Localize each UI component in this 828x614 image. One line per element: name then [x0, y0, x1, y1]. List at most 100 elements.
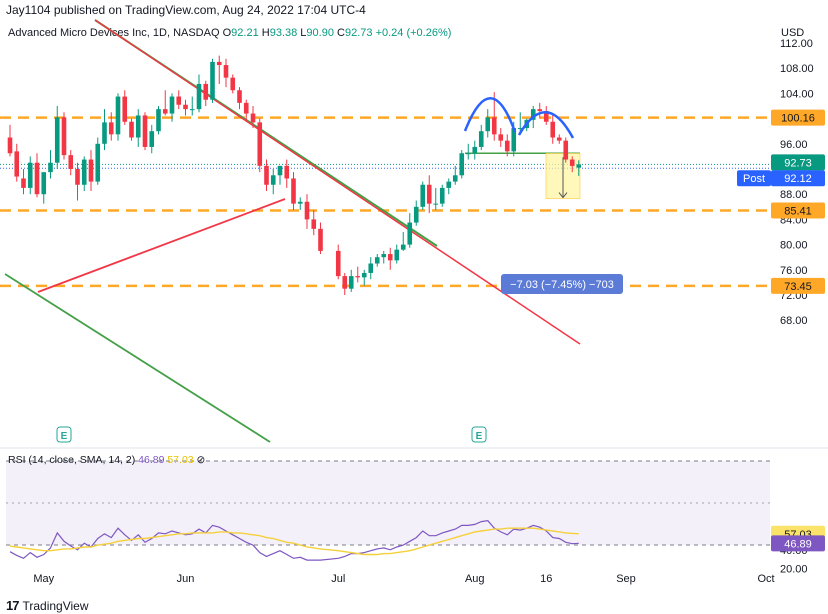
candle-body	[81, 159, 87, 185]
price-tick-label: 112.00	[780, 38, 813, 50]
price-tick-label: 76.00	[780, 265, 808, 277]
candle-body	[108, 122, 114, 135]
pattern-arc-right	[517, 111, 575, 139]
ohlc-low: L90.90	[300, 27, 334, 39]
candle-body	[348, 276, 354, 289]
rsi-series-sma	[9, 527, 579, 556]
candle-body	[95, 143, 101, 182]
candle-body	[311, 219, 317, 229]
candle-body	[162, 109, 168, 114]
candle-body	[14, 151, 20, 177]
earnings-marker-label: E	[61, 431, 68, 442]
candle-body	[335, 250, 341, 277]
visibility-icon[interactable]: ⊘	[196, 454, 206, 466]
candle-body	[563, 140, 569, 160]
time-tick-label: Jul	[331, 573, 345, 585]
candle-body	[459, 153, 465, 176]
candle-body	[433, 203, 439, 205]
ohlc-change: +0.24 (+0.26%)	[375, 27, 452, 39]
ohlc-high: H93.38	[261, 27, 298, 39]
time-tick-label: Oct	[757, 573, 774, 585]
candle-body	[304, 201, 310, 220]
level-tag-high-bg	[771, 109, 825, 126]
candle-body	[169, 96, 175, 114]
candle-body	[504, 140, 510, 152]
candle-body	[394, 249, 400, 261]
level-tag-low: 85.41	[784, 206, 812, 218]
candle-body	[75, 169, 80, 185]
ohlc-open: O92.21	[222, 27, 259, 39]
candle-body	[54, 117, 60, 163]
candle-body	[270, 175, 276, 185]
candle-body	[48, 162, 53, 173]
candle-body	[498, 134, 504, 141]
candle-body	[196, 83, 202, 110]
tradingview-brand[interactable]: 17 TradingView	[6, 598, 89, 613]
price-tick-label: 80.00	[780, 240, 808, 252]
candle-body	[189, 109, 195, 111]
candle-body	[342, 276, 348, 289]
price-tick-label: 104.00	[780, 88, 814, 100]
post-price-tag: 92.12	[784, 173, 812, 185]
rsi-legend: RSI (14, close, SMA, 14, 2) 46.89 57.03 …	[8, 454, 205, 466]
arrow-head-icon	[558, 192, 568, 199]
candle-body	[237, 90, 242, 103]
candle-body	[122, 96, 128, 122]
post-label-tag: Post	[743, 173, 765, 185]
candle-body	[264, 165, 269, 185]
level-tag-bottom-bg	[771, 277, 825, 294]
level-tag-high: 100.16	[781, 113, 815, 125]
candle-body	[129, 121, 134, 138]
price-range-label: −7.03 (−7.45%) −703	[510, 279, 614, 291]
candle-body	[387, 254, 393, 261]
rsi-value-tag-bg	[771, 535, 825, 552]
candle-body	[485, 117, 491, 132]
candle-body	[537, 109, 543, 112]
candle-body	[576, 164, 582, 168]
rsi-tick-label: 20.00	[780, 564, 808, 576]
time-tick-label: Aug	[465, 573, 485, 585]
candle-body	[478, 131, 484, 147]
rsi-value-tag: 46.89	[784, 538, 812, 550]
candle-body	[21, 178, 26, 188]
candle-body	[27, 162, 33, 188]
last-price-tag: 92.73	[784, 157, 812, 169]
candle-body	[452, 175, 458, 182]
candle-body	[34, 162, 40, 195]
candle-body	[102, 122, 107, 144]
candle-body	[115, 96, 121, 135]
post-label-tag-bg	[737, 170, 771, 187]
candle-body	[223, 65, 229, 78]
candle-body	[569, 159, 575, 166]
candle-body	[297, 201, 303, 204]
candle-body	[543, 111, 549, 122]
price-tick-label: 88.00	[780, 189, 808, 201]
candle-body	[517, 128, 523, 130]
price-tick-label: 68.00	[780, 315, 808, 327]
candle-body	[284, 165, 290, 179]
candle-body	[176, 96, 182, 105]
candle-body	[68, 155, 74, 169]
candle-body	[413, 206, 419, 223]
candle-body	[230, 77, 236, 91]
candle-body	[183, 104, 188, 110]
candle-body	[426, 184, 432, 204]
price-tick-label: 96.00	[780, 139, 808, 151]
candle-body	[257, 122, 263, 166]
candle-body	[407, 222, 413, 245]
time-tick-label: 16	[540, 573, 552, 585]
candle-body	[149, 131, 155, 147]
last-price-tag-bg	[771, 154, 825, 171]
rsi-value: 46.89	[138, 454, 165, 466]
candle-body	[374, 257, 380, 264]
time-tick-label: May	[33, 573, 54, 585]
candle-body	[135, 115, 141, 138]
candle-body	[203, 83, 209, 100]
time-tick-label: Sep	[616, 573, 636, 585]
candle-body	[368, 263, 374, 273]
price-tick-label: 108.00	[780, 63, 814, 75]
candle-body	[61, 117, 67, 156]
candle-body	[7, 137, 13, 154]
time-tick-label: Jun	[177, 573, 195, 585]
